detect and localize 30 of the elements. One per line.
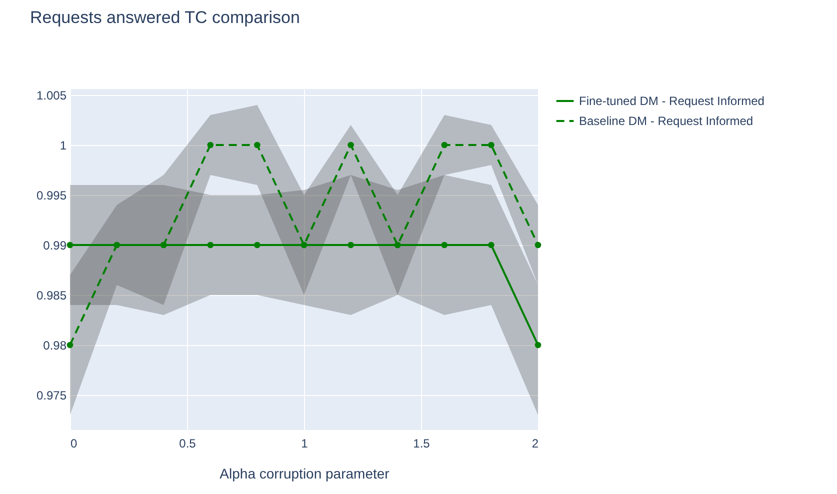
x-tick-label: 2 [532, 436, 539, 450]
point [207, 242, 214, 248]
y-tick-label: 0.99 [43, 238, 67, 252]
x-tick-label: 0.5 [179, 436, 196, 450]
legend-label: Baseline DM - Request Informed [579, 114, 754, 128]
point [254, 142, 260, 148]
point [534, 342, 542, 348]
point [66, 342, 74, 348]
point [348, 242, 354, 248]
x-axis-title: Alpha corruption parameter [220, 466, 390, 482]
y-tick-label: 0.985 [36, 288, 67, 302]
point [534, 242, 542, 248]
chart-title: Requests answered TC comparison [30, 8, 300, 27]
point [441, 142, 448, 148]
x-tick-label: 1.5 [413, 436, 430, 450]
point [441, 242, 448, 248]
x-tick-label: 1 [301, 436, 308, 450]
point [254, 242, 260, 248]
point [207, 142, 214, 148]
point [348, 142, 354, 148]
point [488, 142, 494, 148]
y-tick-label: 1.005 [36, 88, 67, 102]
y-tick-label: 0.975 [36, 388, 67, 402]
point [488, 242, 494, 248]
legend-label: Fine-tuned DM - Request Informed [579, 94, 764, 108]
x-tick-label: 0 [70, 436, 78, 450]
y-tick-label: 0.995 [36, 188, 67, 202]
y-tick-label: 0.98 [43, 338, 67, 352]
y-tick-label: 1 [60, 138, 67, 152]
point [66, 242, 74, 248]
